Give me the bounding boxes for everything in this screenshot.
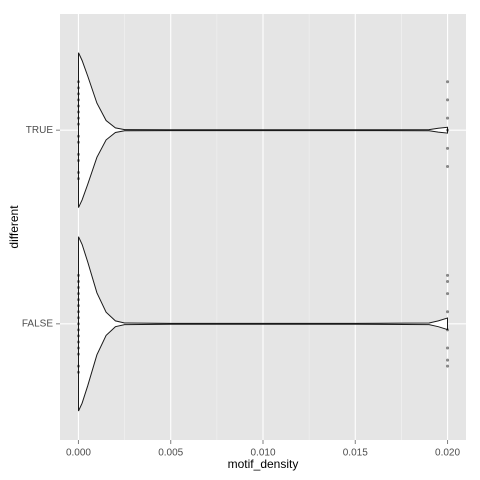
point xyxy=(76,110,80,114)
x-tick-label: 0.005 xyxy=(158,448,183,459)
point xyxy=(76,116,80,120)
y-tick-label: TRUE xyxy=(26,125,54,136)
point xyxy=(76,152,80,156)
point xyxy=(76,292,80,296)
point xyxy=(446,358,450,362)
point xyxy=(76,92,80,96)
point xyxy=(76,304,80,308)
point xyxy=(76,158,80,162)
point xyxy=(76,340,80,344)
point xyxy=(446,279,450,283)
point xyxy=(76,298,80,302)
point xyxy=(76,86,80,90)
point xyxy=(446,292,450,296)
point xyxy=(446,273,450,277)
point xyxy=(446,116,450,120)
point xyxy=(446,146,450,150)
point xyxy=(76,171,80,175)
point xyxy=(76,316,80,320)
point xyxy=(76,334,80,338)
point xyxy=(76,364,80,368)
violin xyxy=(78,52,448,208)
point xyxy=(76,352,80,356)
point xyxy=(76,140,80,144)
violin xyxy=(78,236,448,412)
point xyxy=(446,164,450,168)
point xyxy=(446,128,450,132)
point xyxy=(76,98,80,102)
point xyxy=(76,134,80,138)
x-tick-label: 0.010 xyxy=(250,448,275,459)
point xyxy=(76,104,80,108)
x-tick-label: 0.000 xyxy=(66,448,91,459)
point xyxy=(76,279,80,283)
point xyxy=(446,310,450,314)
point xyxy=(446,98,450,102)
point xyxy=(76,346,80,350)
point xyxy=(76,286,80,290)
point xyxy=(446,364,450,368)
point xyxy=(76,310,80,314)
point xyxy=(76,177,80,181)
point xyxy=(446,80,450,84)
point xyxy=(76,122,80,126)
point xyxy=(76,370,80,374)
point xyxy=(76,273,80,277)
point xyxy=(446,328,450,332)
point xyxy=(446,346,450,350)
y-axis-title: different xyxy=(7,205,21,249)
x-tick-label: 0.015 xyxy=(343,448,368,459)
x-axis-title: motif_density xyxy=(228,457,299,471)
y-tick-label: FALSE xyxy=(22,318,53,329)
x-tick-label: 0.020 xyxy=(435,448,460,459)
point xyxy=(76,322,80,326)
point xyxy=(76,328,80,332)
point xyxy=(76,80,80,84)
